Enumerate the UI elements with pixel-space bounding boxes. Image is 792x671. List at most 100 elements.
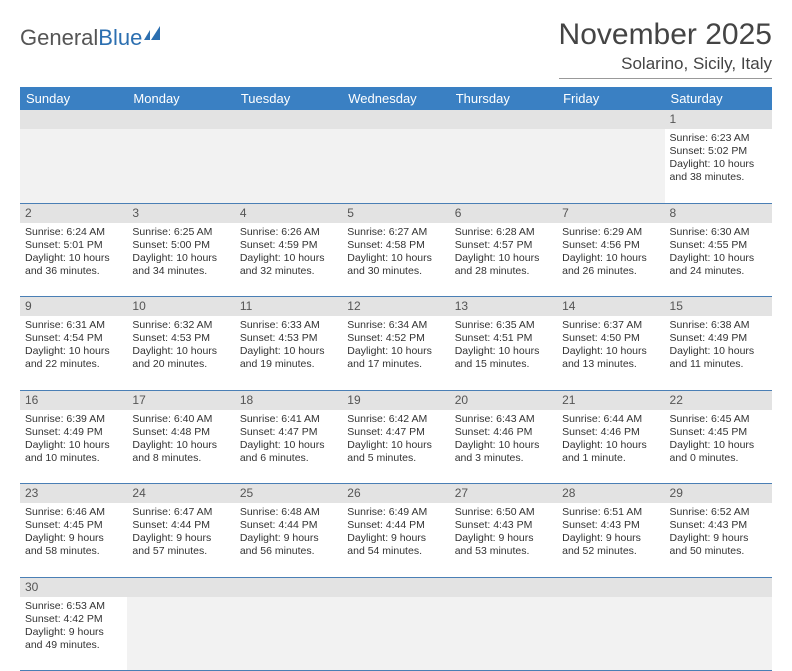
calendar-table: SundayMondayTuesdayWednesdayThursdayFrid… xyxy=(20,87,772,671)
sunset-line: Sunset: 4:53 PM xyxy=(240,332,337,345)
sunset-line: Sunset: 4:47 PM xyxy=(347,426,444,439)
sunrise-line: Sunrise: 6:28 AM xyxy=(455,226,552,239)
sunrise-line: Sunrise: 6:52 AM xyxy=(670,506,767,519)
day-cell: Sunrise: 6:43 AMSunset: 4:46 PMDaylight:… xyxy=(450,410,557,484)
empty-cell xyxy=(342,129,449,203)
day-number-cell: 12 xyxy=(342,297,449,317)
daylight-line: Daylight: 10 hours and 0 minutes. xyxy=(670,439,767,465)
sunset-line: Sunset: 4:49 PM xyxy=(25,426,122,439)
sunset-line: Sunset: 4:43 PM xyxy=(670,519,767,532)
sunrise-line: Sunrise: 6:37 AM xyxy=(562,319,659,332)
day-number-cell xyxy=(342,110,449,129)
daylight-line: Daylight: 9 hours and 50 minutes. xyxy=(670,532,767,558)
title-block: November 2025 Solarino, Sicily, Italy xyxy=(559,18,772,79)
weekday-header-row: SundayMondayTuesdayWednesdayThursdayFrid… xyxy=(20,87,772,110)
day-number-cell xyxy=(557,110,664,129)
sunset-line: Sunset: 4:44 PM xyxy=(132,519,229,532)
sunrise-line: Sunrise: 6:30 AM xyxy=(670,226,767,239)
day-cell: Sunrise: 6:26 AMSunset: 4:59 PMDaylight:… xyxy=(235,223,342,297)
daylight-line: Daylight: 10 hours and 5 minutes. xyxy=(347,439,444,465)
day-number-cell: 29 xyxy=(665,484,772,504)
day-cell: Sunrise: 6:31 AMSunset: 4:54 PMDaylight:… xyxy=(20,316,127,390)
day-number-row: 30 xyxy=(20,577,772,597)
day-number-cell: 21 xyxy=(557,390,664,410)
day-cell: Sunrise: 6:23 AMSunset: 5:02 PMDaylight:… xyxy=(665,129,772,203)
day-number-row: 1 xyxy=(20,110,772,129)
day-number-cell xyxy=(450,577,557,597)
day-cell: Sunrise: 6:51 AMSunset: 4:43 PMDaylight:… xyxy=(557,503,664,577)
day-number-row: 16171819202122 xyxy=(20,390,772,410)
day-number-cell: 25 xyxy=(235,484,342,504)
sunset-line: Sunset: 4:57 PM xyxy=(455,239,552,252)
sunrise-line: Sunrise: 6:25 AM xyxy=(132,226,229,239)
day-cell: Sunrise: 6:28 AMSunset: 4:57 PMDaylight:… xyxy=(450,223,557,297)
sunset-line: Sunset: 4:52 PM xyxy=(347,332,444,345)
day-cell: Sunrise: 6:49 AMSunset: 4:44 PMDaylight:… xyxy=(342,503,449,577)
weekday-header: Wednesday xyxy=(342,87,449,110)
sunrise-line: Sunrise: 6:49 AM xyxy=(347,506,444,519)
daylight-line: Daylight: 10 hours and 13 minutes. xyxy=(562,345,659,371)
day-number-cell: 5 xyxy=(342,203,449,223)
sunrise-line: Sunrise: 6:27 AM xyxy=(347,226,444,239)
day-number-cell xyxy=(665,577,772,597)
daylight-line: Daylight: 9 hours and 52 minutes. xyxy=(562,532,659,558)
day-number-cell: 4 xyxy=(235,203,342,223)
day-number-cell xyxy=(342,577,449,597)
sunrise-line: Sunrise: 6:33 AM xyxy=(240,319,337,332)
day-number-cell: 11 xyxy=(235,297,342,317)
daylight-line: Daylight: 10 hours and 38 minutes. xyxy=(670,158,767,184)
empty-cell xyxy=(127,597,234,671)
brand-part1: General xyxy=(20,25,98,51)
day-cell: Sunrise: 6:25 AMSunset: 5:00 PMDaylight:… xyxy=(127,223,234,297)
day-cell: Sunrise: 6:44 AMSunset: 4:46 PMDaylight:… xyxy=(557,410,664,484)
sunrise-line: Sunrise: 6:53 AM xyxy=(25,600,122,613)
sunrise-line: Sunrise: 6:42 AM xyxy=(347,413,444,426)
daylight-line: Daylight: 9 hours and 58 minutes. xyxy=(25,532,122,558)
sunset-line: Sunset: 4:48 PM xyxy=(132,426,229,439)
day-number-row: 2345678 xyxy=(20,203,772,223)
sunset-line: Sunset: 4:50 PM xyxy=(562,332,659,345)
day-number-cell: 26 xyxy=(342,484,449,504)
day-cell: Sunrise: 6:27 AMSunset: 4:58 PMDaylight:… xyxy=(342,223,449,297)
day-number-cell: 14 xyxy=(557,297,664,317)
empty-cell xyxy=(20,129,127,203)
daylight-line: Daylight: 10 hours and 36 minutes. xyxy=(25,252,122,278)
day-cell: Sunrise: 6:45 AMSunset: 4:45 PMDaylight:… xyxy=(665,410,772,484)
day-number-cell xyxy=(450,110,557,129)
day-cell: Sunrise: 6:32 AMSunset: 4:53 PMDaylight:… xyxy=(127,316,234,390)
week-row: Sunrise: 6:31 AMSunset: 4:54 PMDaylight:… xyxy=(20,316,772,390)
day-number-cell xyxy=(20,110,127,129)
daylight-line: Daylight: 10 hours and 26 minutes. xyxy=(562,252,659,278)
day-number-cell: 1 xyxy=(665,110,772,129)
day-cell: Sunrise: 6:39 AMSunset: 4:49 PMDaylight:… xyxy=(20,410,127,484)
sunset-line: Sunset: 4:54 PM xyxy=(25,332,122,345)
daylight-line: Daylight: 10 hours and 19 minutes. xyxy=(240,345,337,371)
logo: GeneralBlue xyxy=(20,24,168,52)
day-number-cell: 10 xyxy=(127,297,234,317)
brand-part2: Blue xyxy=(98,25,142,51)
daylight-line: Daylight: 10 hours and 22 minutes. xyxy=(25,345,122,371)
day-number-cell: 24 xyxy=(127,484,234,504)
sunset-line: Sunset: 4:47 PM xyxy=(240,426,337,439)
sunrise-line: Sunrise: 6:45 AM xyxy=(670,413,767,426)
sunset-line: Sunset: 5:00 PM xyxy=(132,239,229,252)
empty-cell xyxy=(235,129,342,203)
empty-cell xyxy=(557,597,664,671)
weekday-header: Saturday xyxy=(665,87,772,110)
sunset-line: Sunset: 4:55 PM xyxy=(670,239,767,252)
sunrise-line: Sunrise: 6:44 AM xyxy=(562,413,659,426)
day-cell: Sunrise: 6:38 AMSunset: 4:49 PMDaylight:… xyxy=(665,316,772,390)
sunset-line: Sunset: 4:51 PM xyxy=(455,332,552,345)
day-number-cell: 23 xyxy=(20,484,127,504)
daylight-line: Daylight: 10 hours and 34 minutes. xyxy=(132,252,229,278)
day-number-row: 9101112131415 xyxy=(20,297,772,317)
sunset-line: Sunset: 4:44 PM xyxy=(240,519,337,532)
daylight-line: Daylight: 10 hours and 8 minutes. xyxy=(132,439,229,465)
sunrise-line: Sunrise: 6:48 AM xyxy=(240,506,337,519)
sunrise-line: Sunrise: 6:34 AM xyxy=(347,319,444,332)
week-row: Sunrise: 6:23 AMSunset: 5:02 PMDaylight:… xyxy=(20,129,772,203)
sunset-line: Sunset: 4:42 PM xyxy=(25,613,122,626)
empty-cell xyxy=(450,129,557,203)
sunrise-line: Sunrise: 6:26 AM xyxy=(240,226,337,239)
sunset-line: Sunset: 5:01 PM xyxy=(25,239,122,252)
